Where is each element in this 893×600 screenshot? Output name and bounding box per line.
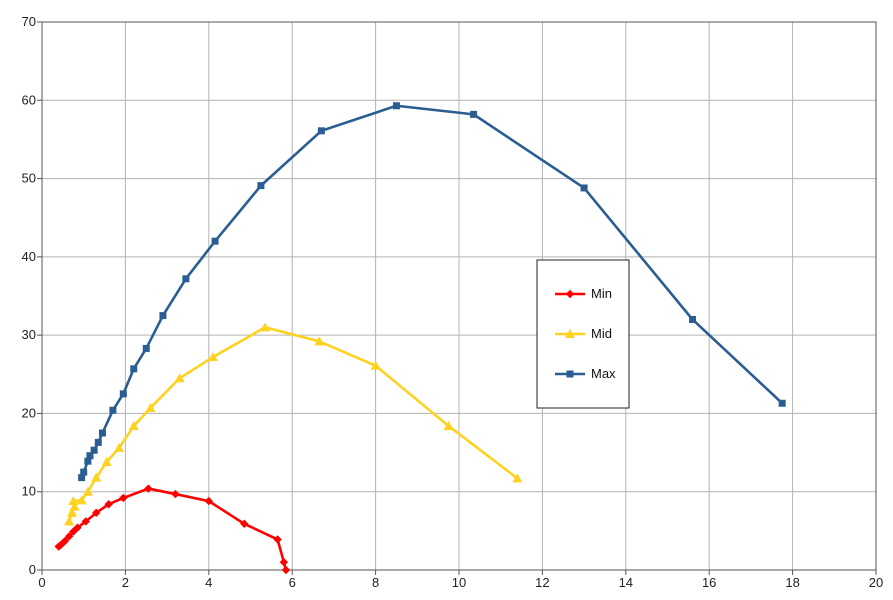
data-point-max bbox=[90, 446, 98, 454]
data-point-min bbox=[279, 557, 289, 567]
data-point-min bbox=[204, 496, 213, 506]
data-point-max bbox=[130, 365, 138, 373]
data-series bbox=[54, 102, 786, 575]
data-point-mid bbox=[128, 420, 139, 430]
data-point-max bbox=[580, 184, 588, 192]
data-point-mid bbox=[174, 373, 185, 383]
data-point-max bbox=[80, 468, 88, 476]
legend-item-mid: Mid bbox=[555, 326, 612, 341]
y-tick-label: 70 bbox=[22, 14, 36, 29]
data-point-max bbox=[211, 237, 219, 245]
data-point-min bbox=[240, 519, 249, 529]
y-tick-label: 40 bbox=[22, 249, 36, 264]
data-point-mid bbox=[512, 473, 523, 483]
data-point-mid bbox=[64, 516, 75, 526]
data-point-min bbox=[81, 517, 90, 526]
x-tick-label: 14 bbox=[619, 575, 633, 590]
data-point-max bbox=[470, 110, 478, 118]
data-point-mid bbox=[101, 456, 112, 466]
data-point-mid bbox=[260, 322, 271, 332]
legend-swatch-marker bbox=[566, 370, 574, 378]
data-point-mid bbox=[76, 495, 87, 505]
data-point-max bbox=[94, 438, 102, 446]
legend-label: Max bbox=[591, 366, 616, 381]
y-tick-label: 50 bbox=[22, 171, 36, 186]
data-point-mid bbox=[68, 496, 79, 506]
data-point-max bbox=[119, 390, 127, 398]
data-point-max bbox=[317, 127, 325, 135]
data-point-min bbox=[281, 565, 291, 575]
data-point-max bbox=[257, 182, 265, 190]
data-point-min bbox=[92, 508, 101, 518]
data-point-min bbox=[104, 500, 113, 509]
x-tick-label: 20 bbox=[869, 575, 883, 590]
data-point-mid bbox=[145, 402, 156, 412]
x-tick-label: 0 bbox=[38, 575, 45, 590]
series-line-max bbox=[80, 104, 784, 479]
legend-swatch-marker bbox=[565, 329, 575, 338]
data-point-max bbox=[142, 344, 150, 352]
data-point-mid bbox=[443, 420, 454, 430]
data-point-mid bbox=[114, 442, 125, 452]
legend-item-max: Max bbox=[555, 366, 616, 381]
data-point-max bbox=[78, 474, 86, 482]
series-min bbox=[54, 484, 291, 575]
data-point-min bbox=[273, 535, 282, 544]
x-tick-label: 4 bbox=[205, 575, 212, 590]
x-tick-label: 2 bbox=[122, 575, 129, 590]
data-point-mid bbox=[207, 352, 218, 362]
x-tick-label: 12 bbox=[535, 575, 549, 590]
legend: Min Mid Max bbox=[536, 259, 630, 409]
data-point-min bbox=[171, 489, 180, 499]
data-point-min bbox=[119, 493, 128, 503]
data-point-mid bbox=[314, 336, 325, 346]
x-tick-label: 16 bbox=[702, 575, 716, 590]
data-point-max bbox=[159, 312, 167, 320]
y-tick-label: 10 bbox=[22, 484, 36, 499]
data-point-mid bbox=[91, 472, 102, 482]
data-point-max bbox=[98, 429, 106, 437]
axes: 0 2 4 6 8 10 12 14 16 18 20 0 10 20 30 40 50 60 70 bbox=[22, 14, 884, 590]
x-tick-label: 10 bbox=[452, 575, 466, 590]
y-tick-label: 30 bbox=[22, 327, 36, 342]
data-point-max bbox=[182, 275, 190, 283]
data-point-min bbox=[144, 484, 153, 493]
data-point-min bbox=[64, 532, 74, 541]
data-point-max bbox=[109, 406, 117, 414]
y-tick-label: 20 bbox=[22, 405, 36, 420]
legend-item-min: Min bbox=[555, 286, 612, 301]
data-point-min bbox=[73, 523, 82, 532]
series-line-min bbox=[57, 487, 288, 572]
data-point-mid bbox=[69, 501, 80, 511]
plot-frame bbox=[41, 21, 877, 571]
y-tick-label: 0 bbox=[29, 562, 36, 577]
legend-label: Mid bbox=[591, 326, 612, 341]
data-point-max bbox=[689, 315, 697, 323]
grid-lines bbox=[41, 21, 877, 571]
x-tick-label: 8 bbox=[372, 575, 379, 590]
legend-label: Min bbox=[591, 286, 612, 301]
data-point-mid bbox=[82, 486, 93, 496]
data-point-max bbox=[84, 457, 92, 465]
y-tick-label: 60 bbox=[22, 92, 36, 107]
series-max bbox=[78, 102, 786, 482]
data-point-mid bbox=[67, 507, 78, 517]
data-point-max bbox=[778, 399, 786, 407]
data-point-min bbox=[60, 536, 70, 546]
x-tick-label: 18 bbox=[785, 575, 799, 590]
x-tick-label: 6 bbox=[289, 575, 296, 590]
data-point-max bbox=[86, 452, 94, 460]
series-mid bbox=[64, 322, 523, 526]
data-point-mid bbox=[370, 360, 381, 370]
data-point-max bbox=[392, 102, 400, 110]
legend-swatch-marker bbox=[565, 289, 575, 299]
